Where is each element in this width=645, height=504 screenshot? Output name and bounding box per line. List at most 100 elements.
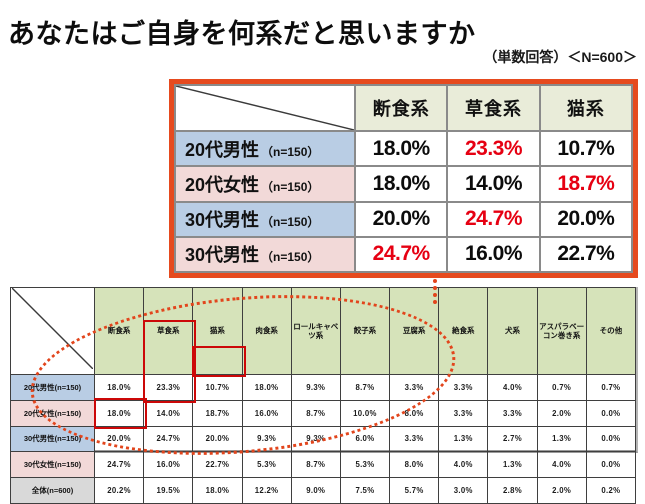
page-title: あなたはご自身を何系だと思いますか <box>8 19 476 49</box>
value-cell: 22.7% <box>538 235 634 274</box>
column-header: 断食系 <box>93 287 145 375</box>
row-label: 全体(n=600) <box>10 477 95 504</box>
value-cell: 3.0% <box>438 477 489 504</box>
value-cell: 8.7% <box>290 451 341 479</box>
column-header: 豆腐系 <box>389 287 440 375</box>
value-cell: 8.0% <box>389 451 440 479</box>
table-row: 30代男性 （n=150） 24.7% 16.0% 22.7% <box>173 235 634 274</box>
value-cell: 10.7% <box>538 129 634 168</box>
diagonal-line <box>12 288 93 369</box>
value-cell: 5.3% <box>339 451 391 479</box>
value-cell: 18.0% <box>354 165 449 203</box>
value-cell: 9.3% <box>241 425 292 453</box>
value-cell: 4.0% <box>438 451 489 479</box>
table-row: 30代女性(n=150) 24.7% 16.0% 22.7% 5.3% 8.7% 5.3% 8… <box>10 451 637 479</box>
value-cell: 0.7% <box>536 374 587 401</box>
diagonal-line <box>176 86 354 130</box>
value-cell: 2.8% <box>487 477 538 504</box>
highlight-table: 断食系 草食系 猫系 20代男性 （n=150） 18.0% 23.3% 10.7% 20代女性… <box>169 79 638 278</box>
value-cell: 8.0% <box>389 399 440 427</box>
value-cell: 23.3% <box>446 129 541 168</box>
column-header: ロールキャベツ系 <box>290 287 341 375</box>
dashed-connector-line <box>433 279 437 304</box>
value-cell: 14.0% <box>446 165 541 203</box>
row-label-text: 30代男性 <box>185 210 260 231</box>
table-row: 全体(n=600) 20.2% 19.5% 18.0% 12.2% 9.0% 7.5% 5.7… <box>10 477 637 504</box>
value-cell: 0.7% <box>585 374 637 401</box>
row-label: 20代女性(n=150) <box>10 399 95 427</box>
value-cell: 0.0% <box>585 399 637 427</box>
row-label: 20代女性 （n=150） <box>173 165 357 203</box>
column-header: 草食系 <box>143 287 194 375</box>
value-cell: 20.0% <box>192 425 243 453</box>
table-corner-cell <box>173 84 357 132</box>
value-cell: 6.0% <box>339 425 391 453</box>
value-cell: 12.2% <box>241 477 292 504</box>
survey-slide: あなたはご自身を何系だと思いますか （単数回答）＜N=600＞ 断食系 草食系 猫系… <box>8 19 638 504</box>
row-label-text: 30代男性 <box>185 245 260 266</box>
table-row: 20代女性(n=150) 18.0% 14.0% 18.7% 16.0% 8.7% 10.0… <box>10 399 637 427</box>
value-cell: 3.3% <box>438 399 489 427</box>
row-sample-size: （n=150） <box>261 179 320 194</box>
column-header: 肉食系 <box>241 287 292 375</box>
value-cell: 1.3% <box>438 425 489 453</box>
value-cell: 18.0% <box>354 129 449 168</box>
answer-type-note: （単数回答）＜N=600＞ <box>483 49 637 65</box>
value-cell: 23.3% <box>143 374 194 401</box>
value-cell: 9.3% <box>290 425 341 453</box>
value-cell: 9.0% <box>290 477 341 504</box>
table-row: 30代男性 （n=150） 20.0% 24.7% 20.0% <box>173 200 634 238</box>
column-header: その他 <box>585 287 637 375</box>
table-row: 30代男性(n=150) 20.0% 24.7% 20.0% 9.3% 9.3% 6.0% 3… <box>10 425 637 453</box>
value-cell: 2.0% <box>536 399 587 427</box>
value-cell: 18.0% <box>93 374 145 401</box>
value-cell: 7.5% <box>339 477 391 504</box>
table-corner-cell <box>10 287 95 375</box>
table-row: 20代男性 （n=150） 18.0% 23.3% 10.7% <box>173 129 634 168</box>
column-header: 餃子系 <box>339 287 391 375</box>
row-label: 20代男性 （n=150） <box>173 129 357 168</box>
value-cell: 3.3% <box>389 425 440 453</box>
value-cell: 18.7% <box>538 165 634 203</box>
value-cell: 4.0% <box>536 451 587 479</box>
value-cell: 3.3% <box>487 399 538 427</box>
value-cell: 20.0% <box>354 200 449 238</box>
row-sample-size: （n=150） <box>261 215 320 230</box>
value-cell: 2.7% <box>487 425 538 453</box>
column-header: アスパラベーコン巻き系 <box>536 287 587 375</box>
highlight-table-grid: 断食系 草食系 猫系 20代男性 （n=150） 18.0% 23.3% 10.7% 20代女性… <box>173 84 634 274</box>
row-label: 30代男性 （n=150） <box>173 235 357 274</box>
value-cell: 20.0% <box>538 200 634 238</box>
table-row: 20代男性(n=150) 18.0% 23.3% 10.7% 18.0% 9.3% 8.7%… <box>10 374 637 401</box>
value-cell: 8.7% <box>339 374 391 401</box>
value-cell: 4.0% <box>487 374 538 401</box>
column-header: 犬系 <box>487 287 538 375</box>
value-cell: 0.0% <box>585 451 637 479</box>
full-results-table-grid: 断食系 草食系 猫系 肉食系 ロールキャベツ系 餃子系 豆腐系 絶食系 犬系 アスパラベーコン巻き… <box>10 287 637 504</box>
column-header: 猫系 <box>192 287 243 375</box>
row-label: 30代男性 （n=150） <box>173 200 357 238</box>
value-cell: 20.0% <box>93 425 145 453</box>
value-cell: 0.0% <box>585 425 637 453</box>
value-cell: 10.0% <box>339 399 391 427</box>
row-label-text: 20代女性 <box>185 174 260 195</box>
value-cell: 18.0% <box>192 477 243 504</box>
row-sample-size: （n=150） <box>261 144 320 159</box>
value-cell: 5.7% <box>389 477 440 504</box>
value-cell: 18.7% <box>192 399 243 427</box>
value-cell: 16.0% <box>446 235 541 274</box>
value-cell: 10.7% <box>192 374 243 401</box>
row-label: 20代男性(n=150) <box>10 374 95 401</box>
row-sample-size: （n=150） <box>261 250 320 265</box>
value-cell: 3.3% <box>389 374 440 401</box>
value-cell: 24.7% <box>143 425 194 453</box>
value-cell: 3.3% <box>438 374 489 401</box>
column-header: 草食系 <box>446 84 541 132</box>
full-results-table: 断食系 草食系 猫系 肉食系 ロールキャベツ系 餃子系 豆腐系 絶食系 犬系 アスパラベーコン巻き… <box>10 287 638 504</box>
header-row: 断食系 草食系 猫系 肉食系 ロールキャベツ系 餃子系 豆腐系 絶食系 犬系 アスパラベーコン巻き… <box>10 287 637 375</box>
value-cell: 2.0% <box>536 477 587 504</box>
value-cell: 18.0% <box>241 374 292 401</box>
row-label: 30代女性(n=150) <box>10 451 95 479</box>
value-cell: 18.0% <box>93 399 145 427</box>
value-cell: 9.3% <box>290 374 341 401</box>
